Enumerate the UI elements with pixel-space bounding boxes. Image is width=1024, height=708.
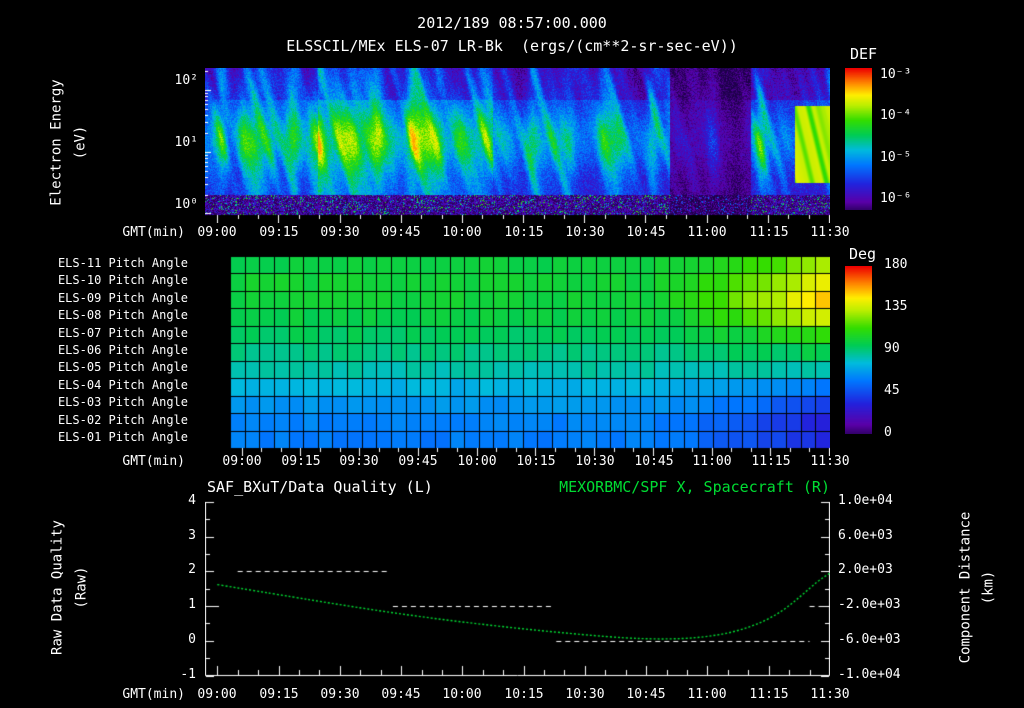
- bottom-time-tick-label: 09:00: [197, 687, 237, 702]
- top-time-tick-label: 11:00: [687, 225, 727, 240]
- distance-tick-label: -6.0e+03: [838, 632, 901, 647]
- top-time-tick-label: 10:15: [504, 225, 544, 240]
- deg-colorbar-tick-label: 180: [884, 257, 908, 272]
- def-colorbar-tick-label: 10⁻⁶: [880, 191, 912, 206]
- top-time-tick-label: 10:00: [442, 225, 482, 240]
- pitch-row-label: ELS-05 Pitch Angle: [57, 360, 188, 374]
- distance-tick-label: -2.0e+03: [838, 597, 901, 612]
- top-time-tick-label: 09:15: [259, 225, 299, 240]
- top-time-tick-label: 11:30: [810, 225, 850, 240]
- pitch-row-label: ELS-07 Pitch Angle: [57, 326, 188, 340]
- pitch-row-label: ELS-08 Pitch Angle: [57, 308, 188, 322]
- pitch-row-label: ELS-01 Pitch Angle: [57, 430, 188, 444]
- mid-time-tick-label: 11:00: [692, 454, 732, 469]
- pitch-row-label: ELS-03 Pitch Angle: [57, 395, 188, 409]
- distance-ylabel: Component Distance: [957, 511, 974, 664]
- pitch-angle-canvas: [230, 256, 830, 456]
- energy-tick-label: 10²: [174, 73, 198, 88]
- pitch-row-label: ELS-09 Pitch Angle: [57, 291, 188, 305]
- mid-time-tick-label: 11:30: [810, 454, 850, 469]
- quality-tick-label: 1: [188, 597, 196, 612]
- plot-title-line: ELSSCIL/MEx ELS-07 LR-Bk (ergs/(cm**2-sr…: [0, 38, 1024, 54]
- def-colorbar-tick-label: 10⁻⁵: [880, 150, 912, 165]
- top-time-tick-label: 10:30: [565, 225, 605, 240]
- bottom-time-tick-label: 11:00: [687, 687, 727, 702]
- top-time-tick-label: 11:15: [749, 225, 789, 240]
- quality-tick-label: 3: [188, 528, 196, 543]
- mid-time-tick-label: 09:00: [222, 454, 262, 469]
- distance-tick-label: 2.0e+03: [838, 562, 893, 577]
- distance-tick-label: 6.0e+03: [838, 528, 893, 543]
- title-units-gap: [503, 37, 521, 55]
- deg-colorbar-tick-label: 135: [884, 299, 908, 314]
- distance-tick-label: 1.0e+04: [838, 493, 893, 508]
- deg-colorbar-tick-label: 0: [884, 425, 892, 440]
- top-time-tick-label: 10:45: [626, 225, 666, 240]
- mid-time-tick-label: 09:30: [339, 454, 379, 469]
- def-colorbar-tick-label: 10⁻³: [880, 67, 912, 82]
- def-colorbar-title: DEF: [850, 45, 878, 63]
- gmt-label-top: GMT(min): [122, 225, 185, 240]
- distance-tick-label: -1.0e+04: [838, 667, 901, 682]
- quality-distance-canvas: [205, 498, 830, 680]
- bottom-left-title: SAF_BXuT/Data Quality (L): [207, 478, 433, 496]
- plot-title: ELSSCIL/MEx ELS-07 LR-Bk: [286, 37, 503, 55]
- plot-units: (ergs/(cm**2-sr-sec-eV)): [521, 37, 738, 55]
- bottom-time-tick-label: 11:30: [810, 687, 850, 702]
- quality-tick-label: 2: [188, 562, 196, 577]
- spectrogram-ylabel: Electron Energy: [48, 79, 65, 206]
- mid-time-tick-label: 09:15: [281, 454, 321, 469]
- def-colorbar: [845, 68, 872, 210]
- top-time-tick-label: 09:00: [197, 225, 237, 240]
- top-time-tick-label: 09:30: [320, 225, 360, 240]
- bottom-time-tick-label: 09:45: [381, 687, 421, 702]
- spectrogram-ylabel-units: (eV): [72, 125, 89, 160]
- mid-time-tick-label: 11:15: [751, 454, 791, 469]
- mid-time-tick-label: 10:30: [575, 454, 615, 469]
- mid-time-tick-label: 10:45: [634, 454, 674, 469]
- pitch-row-label: ELS-02 Pitch Angle: [57, 413, 188, 427]
- quality-tick-label: 4: [188, 493, 196, 508]
- bottom-time-tick-label: 11:15: [749, 687, 789, 702]
- deg-colorbar-title: Deg: [849, 245, 877, 263]
- energy-tick-label: 10⁰: [174, 197, 198, 212]
- pitch-row-label: ELS-10 Pitch Angle: [57, 273, 188, 287]
- energy-tick-label: 10¹: [174, 135, 198, 150]
- bottom-time-tick-label: 09:15: [259, 687, 299, 702]
- bottom-time-tick-label: 09:30: [320, 687, 360, 702]
- pitch-row-label: ELS-11 Pitch Angle: [57, 256, 188, 270]
- deg-colorbar-tick-label: 90: [884, 341, 900, 356]
- quality-ylabel-units: (Raw): [73, 566, 90, 609]
- deg-colorbar: [845, 266, 872, 434]
- def-colorbar-tick-label: 10⁻⁴: [880, 108, 912, 123]
- bottom-time-tick-label: 10:45: [626, 687, 666, 702]
- quality-ylabel: Raw Data Quality: [49, 520, 66, 655]
- quality-tick-label: -1: [180, 667, 196, 682]
- distance-ylabel-units: (km): [980, 570, 997, 605]
- deg-colorbar-tick-label: 45: [884, 383, 900, 398]
- gmt-label-middle: GMT(min): [122, 454, 185, 469]
- top-time-tick-label: 09:45: [381, 225, 421, 240]
- pitch-row-label: ELS-06 Pitch Angle: [57, 343, 188, 357]
- mid-time-tick-label: 10:00: [457, 454, 497, 469]
- timestamp: 2012/189 08:57:00.000: [417, 14, 607, 32]
- quality-tick-label: 0: [188, 632, 196, 647]
- bottom-right-title: MEXORBMC/SPF X, Spacecraft (R): [559, 478, 830, 496]
- bottom-time-tick-label: 10:30: [565, 687, 605, 702]
- energy-spectrogram-canvas: [205, 68, 830, 223]
- mid-time-tick-label: 10:15: [516, 454, 556, 469]
- bottom-time-tick-label: 10:00: [442, 687, 482, 702]
- mid-time-tick-label: 09:45: [398, 454, 438, 469]
- pitch-row-label: ELS-04 Pitch Angle: [57, 378, 188, 392]
- bottom-time-tick-label: 10:15: [504, 687, 544, 702]
- gmt-label-bottom: GMT(min): [122, 687, 185, 702]
